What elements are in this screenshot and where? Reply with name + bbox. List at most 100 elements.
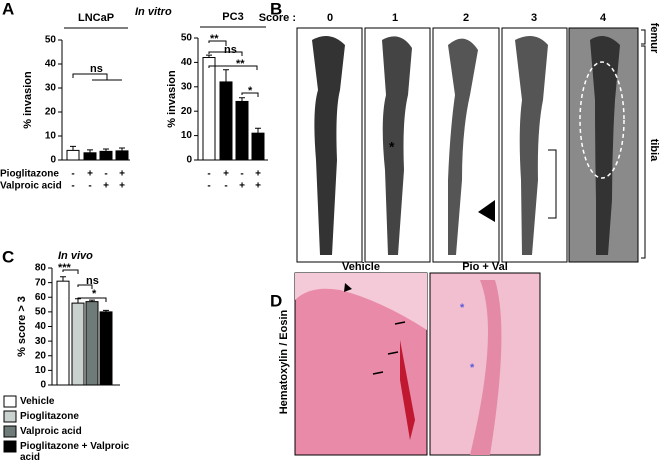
in-vitro-label: In vitro [135, 6, 172, 18]
y-axis-label: % invasion [166, 70, 178, 128]
legend-swatch [3, 410, 17, 423]
y-tick-label: 60 [35, 292, 47, 303]
chart-title: In vivo [58, 250, 93, 262]
treatment-sign: + [255, 181, 261, 192]
error-bar [255, 127, 261, 134]
y-axis-label: % score > 3 [16, 296, 28, 357]
treatment-name: Pioglitazone [0, 169, 59, 180]
treatment-sign: + [119, 181, 125, 192]
bar [85, 301, 99, 386]
y-tick-label: 40 [35, 321, 47, 332]
significance-label: ns [90, 63, 103, 75]
error-bar [103, 309, 109, 312]
legend-label: Vehicle [20, 396, 55, 407]
treatment-sign: - [207, 181, 210, 192]
error-bar [70, 145, 76, 151]
bar [251, 132, 265, 161]
panel-label: B [270, 0, 282, 18]
y-tick-label: 10 [35, 365, 47, 376]
bar [202, 57, 216, 161]
score-label: Score : [259, 12, 296, 24]
bar [99, 150, 113, 161]
legend-label: Pioglitazone + Valproic acid [20, 441, 130, 462]
error-bar [60, 276, 66, 282]
svg-text:*: * [389, 139, 395, 155]
significance-label: * [92, 288, 97, 300]
treatment-sign: + [223, 169, 229, 180]
bar [115, 150, 129, 161]
treatment-name: Valproic acid [0, 181, 62, 192]
error-bar [119, 147, 125, 151]
treatment-sign: + [87, 169, 93, 180]
region-label: femur [648, 23, 660, 54]
bracket [208, 65, 258, 70]
bar [99, 311, 113, 386]
score-value: 1 [392, 12, 398, 24]
y-tick-label: 20 [35, 350, 47, 361]
y-tick-label: 0 [50, 155, 56, 166]
svg-text:*: * [460, 302, 465, 314]
significance-label: * [248, 85, 253, 97]
treatment-sign: - [71, 169, 74, 180]
bar [56, 280, 70, 386]
legend-swatch [3, 395, 17, 408]
histology-images: * * [294, 272, 541, 456]
bracket [62, 269, 79, 274]
error-bar [87, 149, 93, 153]
y-tick-label: 50 [181, 33, 193, 44]
error-bar [239, 97, 245, 102]
y-tick-label: 40 [45, 59, 57, 70]
treatment-sign: + [239, 181, 245, 192]
legend-swatch [3, 425, 17, 438]
bar [219, 81, 233, 161]
panel-label: C [2, 247, 14, 266]
y-tick-label: 10 [45, 131, 57, 142]
score-value: 3 [531, 12, 537, 24]
treatment-sign: - [224, 181, 227, 192]
significance-label: *** [58, 262, 72, 274]
bracket [77, 297, 107, 302]
treatment-sign: - [71, 181, 74, 192]
bracket [208, 51, 243, 56]
y-tick-label: 30 [45, 83, 57, 94]
y-axis-label: % invasion [22, 71, 34, 129]
treatment-sign: + [119, 169, 125, 180]
y-tick-label: 50 [35, 307, 47, 318]
treatment-sign: + [255, 169, 261, 180]
y-tick-label: 20 [181, 106, 193, 117]
score-value: 4 [600, 12, 607, 24]
bar [66, 149, 80, 161]
bar [71, 302, 85, 386]
bar [83, 152, 97, 161]
y-tick-label: 80 [35, 263, 47, 274]
chart-title: PC3 [222, 11, 243, 23]
y-tick-label: 50 [45, 35, 57, 46]
panel-label: D [270, 291, 282, 310]
treatment-sign: - [207, 169, 210, 180]
bracket [77, 284, 93, 289]
legend-label: Pioglitazone [20, 411, 79, 422]
y-tick-label: 70 [35, 277, 47, 288]
treatment-sign: + [103, 181, 109, 192]
error-bar [103, 148, 109, 152]
y-tick-label: 40 [181, 57, 193, 68]
error-bar [206, 54, 212, 58]
svg-text:*: * [470, 362, 475, 374]
significance-label: ns [86, 275, 99, 287]
significance-label: ** [210, 33, 219, 45]
region-label: tibia [648, 139, 660, 162]
treatment-sign: - [88, 181, 91, 192]
y-tick-label: 30 [181, 81, 193, 92]
significance-label: ** [236, 58, 245, 70]
bar [235, 100, 249, 161]
treatment-sign: - [104, 169, 107, 180]
score-value: 2 [463, 12, 469, 24]
treatment-sign: - [240, 169, 243, 180]
y-tick-label: 30 [35, 336, 47, 347]
group-label: Vehicle [342, 261, 380, 273]
bracket [208, 40, 227, 46]
y-tick-label: 0 [40, 380, 46, 391]
score-value: 0 [327, 12, 333, 24]
